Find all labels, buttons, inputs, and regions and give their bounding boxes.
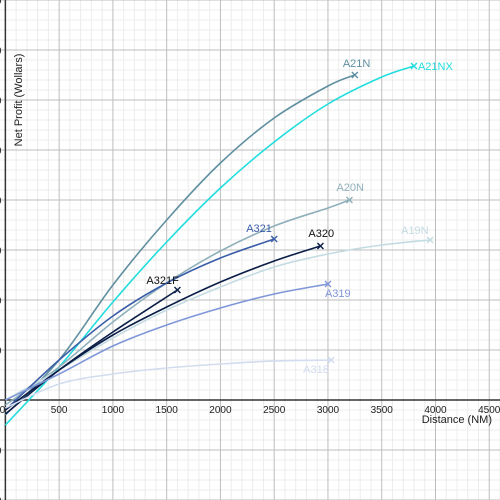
- x-tick-label: 500: [51, 405, 68, 416]
- y-tick-label: 2000: [0, 196, 2, 207]
- y-tick-label: -1000: [0, 496, 2, 500]
- series-label-a21nx: A21NX: [418, 61, 454, 73]
- end-marker-a319: [324, 280, 332, 288]
- y-tick-label: 3000: [0, 96, 2, 107]
- series-label-a321f: A321F: [146, 275, 179, 287]
- series-line-a320: [4, 245, 321, 411]
- end-marker-a318: [327, 356, 335, 364]
- y-tick-label: 4000: [0, 0, 2, 7]
- end-marker-a321: [270, 235, 278, 243]
- x-axis-label: Distance (NM): [422, 414, 492, 426]
- series-line-a19n: [5, 239, 431, 401]
- series-label-a320: A320: [308, 228, 334, 240]
- y-tick-label: 1000: [0, 296, 2, 307]
- end-marker-a19n: [426, 236, 434, 244]
- series-line-a321f: [4, 289, 178, 415]
- x-tick-label: 2500: [263, 405, 286, 416]
- y-tick-label: -500: [0, 446, 2, 457]
- x-tick-label: 4000: [424, 405, 447, 416]
- x-tick-label: 3500: [371, 405, 394, 416]
- series-label-a21n: A21N: [343, 58, 371, 70]
- end-marker-a321f: [173, 286, 181, 294]
- y-tick-label: 500: [0, 346, 2, 357]
- series-line-a20n: [4, 199, 350, 406]
- x-tick-label: 1500: [156, 405, 179, 416]
- series-label-a19n: A19N: [401, 225, 429, 237]
- y-tick-label: 3500: [0, 46, 2, 57]
- y-tick-label: 1500: [0, 246, 2, 257]
- x-tick-label: 4500: [478, 405, 500, 416]
- end-marker-a20n: [345, 196, 353, 204]
- series-label-a319: A319: [325, 288, 351, 300]
- series-labels: A21N A21NX A20N A19N A321 A320 A321F A319 A318: [146, 58, 453, 376]
- series-label-a321: A321: [246, 223, 272, 235]
- y-axis-label: Net Profit (Wollars): [13, 54, 25, 147]
- x-tick-label: 2000: [209, 405, 232, 416]
- series-line-a321: [4, 238, 275, 411]
- end-marker-a320: [316, 242, 324, 250]
- end-marker-a21nx: [410, 62, 418, 70]
- x-tick-label: 1000: [102, 405, 125, 416]
- series-lines: [4, 62, 434, 426]
- series-label-a318: A318: [303, 364, 329, 376]
- series-line-a318: [5, 359, 332, 409]
- series-line-a319: [5, 283, 329, 401]
- end-marker-a21n: [351, 71, 359, 79]
- x-tick-label: 3000: [317, 405, 340, 416]
- series-line-a21n: [4, 74, 356, 416]
- x-tick-label: 0: [0, 405, 6, 416]
- y-tick-label: 2500: [0, 146, 2, 157]
- series-line-a21nx: [4, 65, 415, 426]
- series-label-a20n: A20N: [336, 182, 364, 194]
